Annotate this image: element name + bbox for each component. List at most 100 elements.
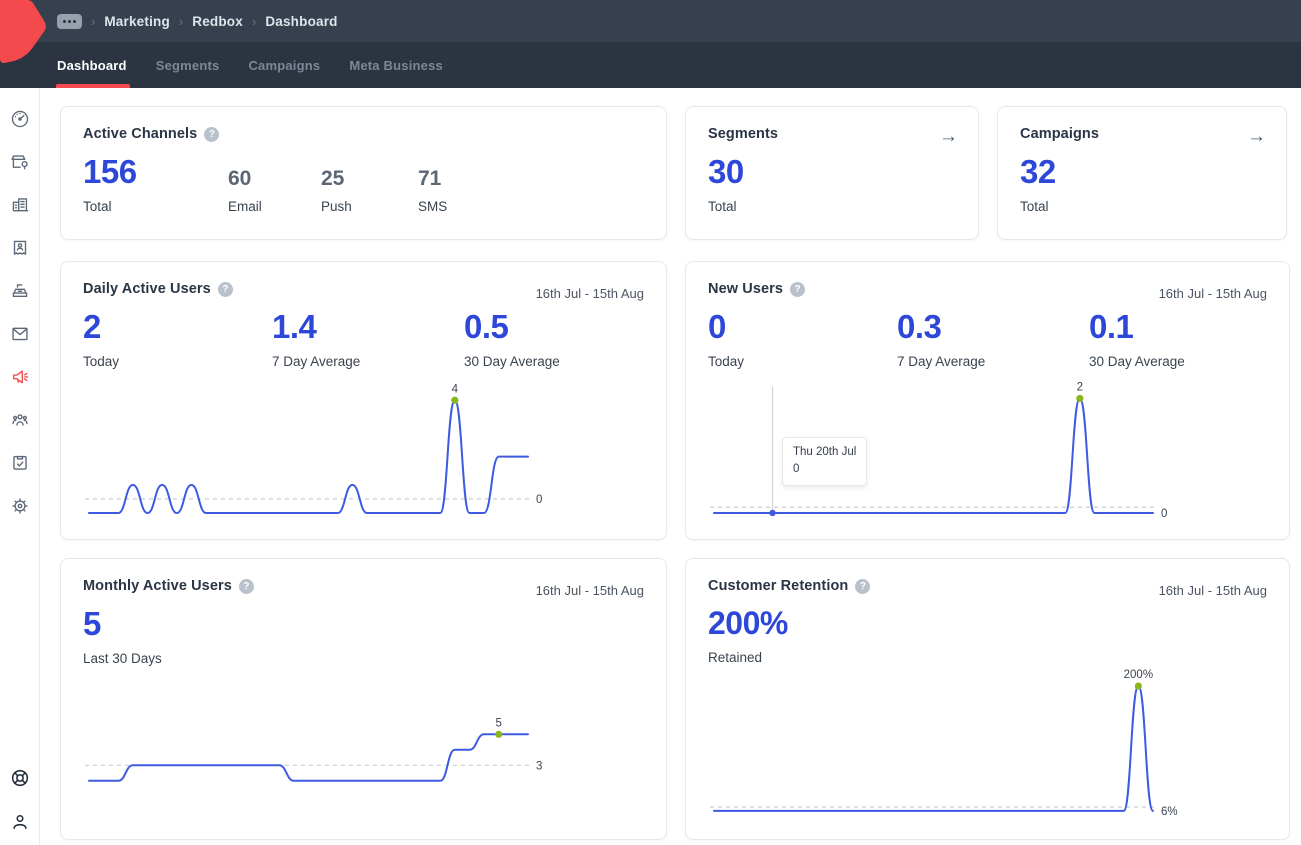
dau-today-label: Today — [83, 353, 120, 369]
email-count: 60 — [228, 166, 252, 190]
hover-point-dot — [769, 509, 776, 516]
new-users-30day-value: 0.1 — [1089, 308, 1134, 345]
app-logo[interactable] — [0, 0, 48, 64]
segments-arrow-icon[interactable]: → — [939, 126, 958, 147]
date-range: 16th Jul - 15th Aug — [1158, 286, 1267, 301]
daily-active-users-title: Daily Active Users — [83, 281, 211, 297]
push-count: 25 — [321, 166, 345, 190]
dashboard-content: Active Channels ? 156 Total 60 Email 25 … — [60, 106, 1290, 840]
tooltip-value: 0 — [793, 462, 800, 475]
support-lifering-icon[interactable] — [9, 767, 31, 789]
dashboard-gauge-icon[interactable] — [9, 108, 31, 130]
active-channels-title: Active Channels — [83, 126, 198, 142]
new-users-7day-label: 7 Day Average — [897, 353, 986, 369]
chart-tooltip: Thu 20th Jul 0 — [782, 436, 868, 487]
monthly-active-users-title: Monthly Active Users — [83, 578, 232, 594]
dau-7day-value: 1.4 — [272, 308, 317, 345]
monthly-active-users-chart[interactable]: 53 — [83, 684, 583, 834]
peak-marker-dot — [1076, 394, 1084, 402]
settings-gear-icon[interactable] — [9, 495, 31, 517]
active-channels-card: Active Channels ? 156 Total 60 Email 25 … — [60, 106, 667, 240]
tab-segments[interactable]: Segments — [155, 57, 220, 73]
right-axis-label: 0 — [1161, 508, 1167, 520]
segments-total: 30 — [708, 153, 744, 190]
campaigns-total: 32 — [1020, 153, 1056, 190]
new-users-card: New Users ? 16th Jul - 15th Aug 0 Today … — [685, 261, 1290, 540]
breadcrumb-item-marketing[interactable]: Marketing — [104, 13, 170, 29]
help-icon[interactable]: ? — [204, 126, 220, 142]
new-users-chart[interactable]: 20 — [708, 379, 1208, 529]
date-range: 16th Jul - 15th Aug — [535, 286, 644, 301]
mau-value: 5 — [83, 605, 101, 642]
peak-marker-dot — [451, 396, 459, 404]
storefront-icon[interactable] — [9, 151, 31, 173]
retention-value: 200% — [708, 605, 788, 641]
push-label: Push — [321, 198, 352, 214]
sms-label: SMS — [418, 198, 448, 214]
peak-value-label: 2 — [1077, 381, 1083, 393]
series-line — [713, 684, 1154, 812]
help-icon[interactable]: ? — [790, 281, 806, 297]
clipboard-check-icon[interactable] — [9, 452, 31, 474]
tab-meta-business[interactable]: Meta Business — [349, 57, 443, 73]
series-line — [88, 398, 529, 514]
account-person-icon[interactable] — [9, 811, 31, 833]
receipt-contact-icon[interactable] — [9, 237, 31, 259]
megaphone-icon[interactable] — [9, 366, 31, 388]
mau-label: Last 30 Days — [83, 650, 162, 666]
active-channels-total-label: Total — [83, 198, 112, 214]
peak-value-label: 200% — [1124, 669, 1153, 681]
active-channels-total: 156 — [83, 153, 137, 190]
tooltip-date: Thu 20th Jul — [793, 445, 857, 458]
daily-active-users-chart[interactable]: 40 — [83, 379, 583, 529]
monthly-active-users-card: Monthly Active Users ? 16th Jul - 15th A… — [60, 558, 667, 840]
email-label: Email — [228, 198, 262, 214]
peak-value-label: 5 — [496, 717, 502, 729]
breadcrumb-separator: › — [178, 13, 184, 29]
date-range: 16th Jul - 15th Aug — [1158, 583, 1267, 598]
right-axis-label: 6% — [1161, 805, 1178, 817]
envelope-icon[interactable] — [9, 323, 31, 345]
segments-title: Segments — [708, 126, 779, 142]
segments-total-label: Total — [708, 198, 737, 214]
top-header-bar — [0, 0, 1301, 42]
dau-30day-label: 30 Day Average — [464, 353, 560, 369]
sidebar-bottom-nav — [0, 767, 40, 833]
customer-retention-chart[interactable]: 200% 6% — [708, 669, 1208, 834]
campaigns-title: Campaigns — [1020, 126, 1100, 142]
audience-people-icon[interactable] — [9, 409, 31, 431]
customer-retention-chart-area: 200% 6% — [708, 669, 1267, 834]
peak-value-label: 4 — [452, 383, 459, 395]
daily-active-users-card: Daily Active Users ? 16th Jul - 15th Aug… — [60, 261, 667, 540]
help-icon[interactable]: ? — [238, 578, 254, 594]
customer-retention-title: Customer Retention — [708, 578, 849, 594]
campaigns-arrow-icon[interactable]: → — [1247, 126, 1266, 147]
breadcrumb-item-dashboard[interactable]: Dashboard — [265, 13, 338, 29]
help-icon[interactable]: ? — [855, 578, 871, 594]
retention-label: Retained — [708, 649, 763, 665]
dau-30day-value: 0.5 — [464, 308, 509, 345]
right-axis-label: 0 — [536, 494, 542, 506]
breadcrumb-item-redbox[interactable]: Redbox — [192, 13, 243, 29]
new-users-title: New Users — [708, 281, 784, 297]
new-users-today-value: 0 — [708, 308, 726, 345]
tab-campaigns[interactable]: Campaigns — [248, 57, 321, 73]
dau-7day-label: 7 Day Average — [272, 353, 361, 369]
right-axis-label: 3 — [536, 760, 542, 772]
help-icon[interactable]: ? — [217, 281, 233, 297]
sidebar-nav — [0, 108, 40, 517]
cash-register-icon[interactable] — [9, 280, 31, 302]
breadcrumb-separator: › — [91, 13, 96, 29]
buildings-icon[interactable] — [9, 194, 31, 216]
dau-today-value: 2 — [83, 308, 101, 345]
date-range: 16th Jul - 15th Aug — [535, 583, 644, 598]
new-users-today-label: Today — [708, 353, 745, 369]
icon-sidebar — [0, 88, 40, 845]
tab-dashboard[interactable]: Dashboard — [56, 42, 130, 88]
breadcrumb-more-button[interactable] — [57, 13, 82, 29]
tab-bar — [0, 42, 1301, 88]
sms-count: 71 — [418, 166, 442, 190]
